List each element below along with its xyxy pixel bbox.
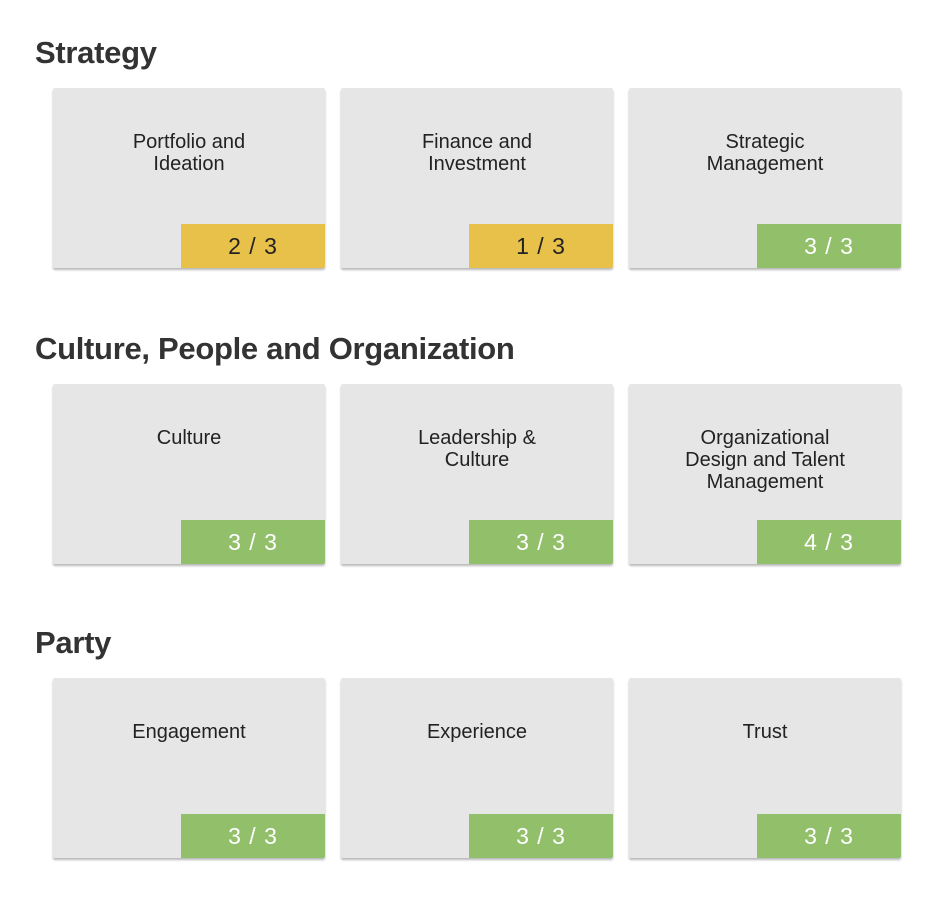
- score-badge: 3 / 3: [757, 814, 901, 858]
- section-title: Strategy: [35, 35, 157, 70]
- card-title: Organizational Design and Talent Managem…: [685, 427, 845, 493]
- card-title: Culture: [156, 427, 222, 449]
- score-badge: 3 / 3: [469, 814, 613, 858]
- score-badge: 2 / 3: [181, 224, 325, 268]
- card-strategic-management[interactable]: Strategic Management 3 / 3: [629, 88, 901, 268]
- card-title: Engagement: [132, 721, 246, 743]
- card-finance-and-investment[interactable]: Finance and Investment 1 / 3: [341, 88, 613, 268]
- card-title: Strategic Management: [706, 131, 824, 175]
- score-badge: 3 / 3: [181, 520, 325, 564]
- score-badge: 1 / 3: [469, 224, 613, 268]
- card-organizational-design-and-talent-management[interactable]: Organizational Design and Talent Managem…: [629, 384, 901, 564]
- card-title: Trust: [742, 721, 788, 743]
- card-grid: Portfolio and Ideation 2 / 3 Finance and…: [53, 88, 903, 268]
- card-title: Portfolio and Ideation: [132, 131, 246, 175]
- card-title: Finance and Investment: [421, 131, 533, 175]
- score-badge: 4 / 3: [757, 520, 901, 564]
- card-title: Leadership & Culture: [418, 427, 536, 471]
- section-title: Culture, People and Organization: [35, 331, 515, 366]
- card-trust[interactable]: Trust 3 / 3: [629, 678, 901, 858]
- card-culture[interactable]: Culture 3 / 3: [53, 384, 325, 564]
- card-grid: Culture 3 / 3 Leadership & Culture 3 / 3…: [53, 384, 903, 564]
- section-title: Party: [35, 625, 112, 660]
- card-title: Experience: [426, 721, 528, 743]
- card-grid: Engagement 3 / 3 Experience 3 / 3 Trust …: [53, 678, 903, 858]
- score-badge: 3 / 3: [757, 224, 901, 268]
- card-portfolio-and-ideation[interactable]: Portfolio and Ideation 2 / 3: [53, 88, 325, 268]
- score-badge: 3 / 3: [181, 814, 325, 858]
- card-engagement[interactable]: Engagement 3 / 3: [53, 678, 325, 858]
- score-badge: 3 / 3: [469, 520, 613, 564]
- card-experience[interactable]: Experience 3 / 3: [341, 678, 613, 858]
- card-leadership-and-culture[interactable]: Leadership & Culture 3 / 3: [341, 384, 613, 564]
